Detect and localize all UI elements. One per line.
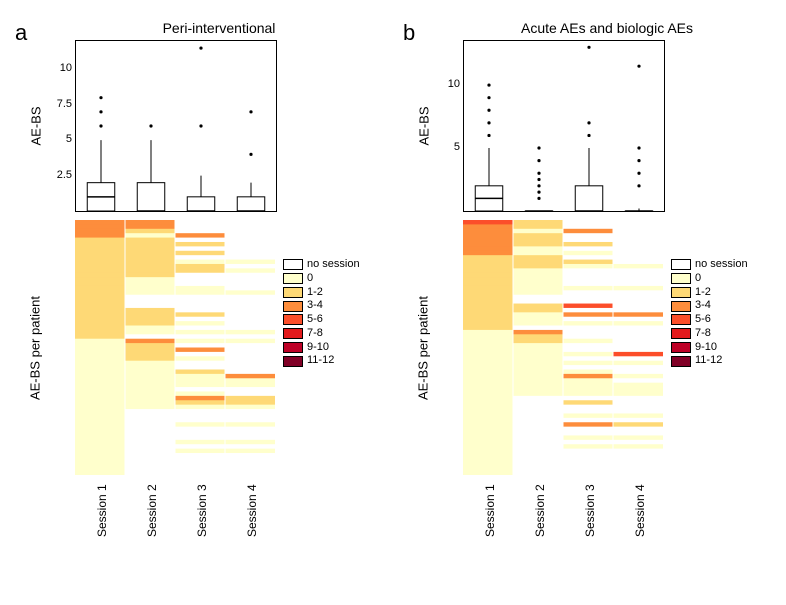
heatmap-y-label: AE-BS per patient: [28, 295, 43, 399]
y-tick-label: 5: [46, 133, 72, 145]
legend-label: 9-10: [307, 341, 329, 355]
x-tick-label: Session 2: [145, 484, 159, 537]
legend-swatch: [283, 259, 303, 270]
boxplot: AE-BS510: [463, 40, 665, 212]
legend-item: 0: [283, 272, 360, 286]
legend-label: no session: [695, 258, 748, 272]
panel-letter: b: [403, 20, 415, 46]
panel-letter: a: [15, 20, 27, 46]
legend-item: 9-10: [283, 341, 360, 355]
legend-label: 0: [307, 272, 313, 286]
panel-title: Peri-interventional: [60, 20, 378, 36]
legend-item: no session: [671, 258, 748, 272]
legend-label: 3-4: [695, 299, 711, 313]
panel-a: aPeri-interventionalAE-BS2.557.510AE-BS …: [20, 20, 378, 545]
y-tick-label: 5: [434, 141, 460, 153]
legend-label: 7-8: [307, 327, 323, 341]
legend-label: 11-12: [695, 354, 722, 368]
y-tick-label: 7.5: [46, 98, 72, 110]
panel-b: bAcute AEs and biologic AEsAE-BS510AE-BS…: [408, 20, 766, 545]
legend-label: 3-4: [307, 299, 323, 313]
legend-item: no session: [283, 258, 360, 272]
x-tick-label: Session 1: [95, 484, 109, 537]
x-tick-label: Session 2: [533, 484, 547, 537]
heatmap: AE-BS per patient: [75, 220, 275, 475]
legend-item: 3-4: [283, 299, 360, 313]
x-tick-label: Session 1: [483, 484, 497, 537]
x-axis-labels: Session 1 Session 2 Session 3 Session 4: [463, 475, 663, 545]
legend-item: 1-2: [671, 286, 748, 300]
y-axis-label: AE-BS: [417, 106, 432, 145]
legend-swatch: [283, 287, 303, 298]
legend-swatch: [671, 328, 691, 339]
legend-swatch: [283, 301, 303, 312]
x-tick-label: Session 3: [195, 484, 209, 537]
legend-swatch: [283, 342, 303, 353]
legend-item: 9-10: [671, 341, 748, 355]
panel-title: Acute AEs and biologic AEs: [448, 20, 766, 36]
y-tick-label: 2.5: [46, 169, 72, 181]
legend-item: 3-4: [671, 299, 748, 313]
legend-label: 9-10: [695, 341, 717, 355]
legend-swatch: [671, 356, 691, 367]
legend-label: no session: [307, 258, 360, 272]
legend: no session01-23-45-67-89-1011-12: [671, 258, 748, 368]
y-tick-label: 10: [434, 78, 460, 90]
y-axis-label: AE-BS: [29, 106, 44, 145]
legend-label: 5-6: [307, 313, 323, 327]
legend-swatch: [283, 273, 303, 284]
legend-item: 5-6: [283, 313, 360, 327]
heatmap: AE-BS per patient: [463, 220, 663, 475]
legend-item: 0: [671, 272, 748, 286]
legend-item: 7-8: [283, 327, 360, 341]
x-tick-label: Session 3: [583, 484, 597, 537]
legend-swatch: [671, 314, 691, 325]
legend-item: 11-12: [671, 354, 748, 368]
figure: aPeri-interventionalAE-BS2.557.510AE-BS …: [20, 20, 766, 545]
legend: no session01-23-45-67-89-1011-12: [283, 258, 360, 368]
legend-item: 5-6: [671, 313, 748, 327]
legend-swatch: [283, 314, 303, 325]
heatmap-y-label: AE-BS per patient: [416, 295, 431, 399]
x-tick-label: Session 4: [633, 484, 647, 537]
legend-swatch: [671, 273, 691, 284]
legend-label: 1-2: [307, 286, 323, 300]
boxplot: AE-BS2.557.510: [75, 40, 277, 212]
x-tick-label: Session 4: [245, 484, 259, 537]
legend-label: 0: [695, 272, 701, 286]
legend-label: 1-2: [695, 286, 711, 300]
legend-swatch: [283, 328, 303, 339]
legend-label: 11-12: [307, 354, 334, 368]
legend-item: 1-2: [283, 286, 360, 300]
y-tick-label: 10: [46, 62, 72, 74]
legend-item: 7-8: [671, 327, 748, 341]
legend-swatch: [671, 287, 691, 298]
x-axis-labels: Session 1 Session 2 Session 3 Session 4: [75, 475, 275, 545]
legend-label: 7-8: [695, 327, 711, 341]
legend-swatch: [671, 301, 691, 312]
legend-swatch: [671, 259, 691, 270]
legend-label: 5-6: [695, 313, 711, 327]
legend-swatch: [671, 342, 691, 353]
legend-swatch: [283, 356, 303, 367]
legend-item: 11-12: [283, 354, 360, 368]
